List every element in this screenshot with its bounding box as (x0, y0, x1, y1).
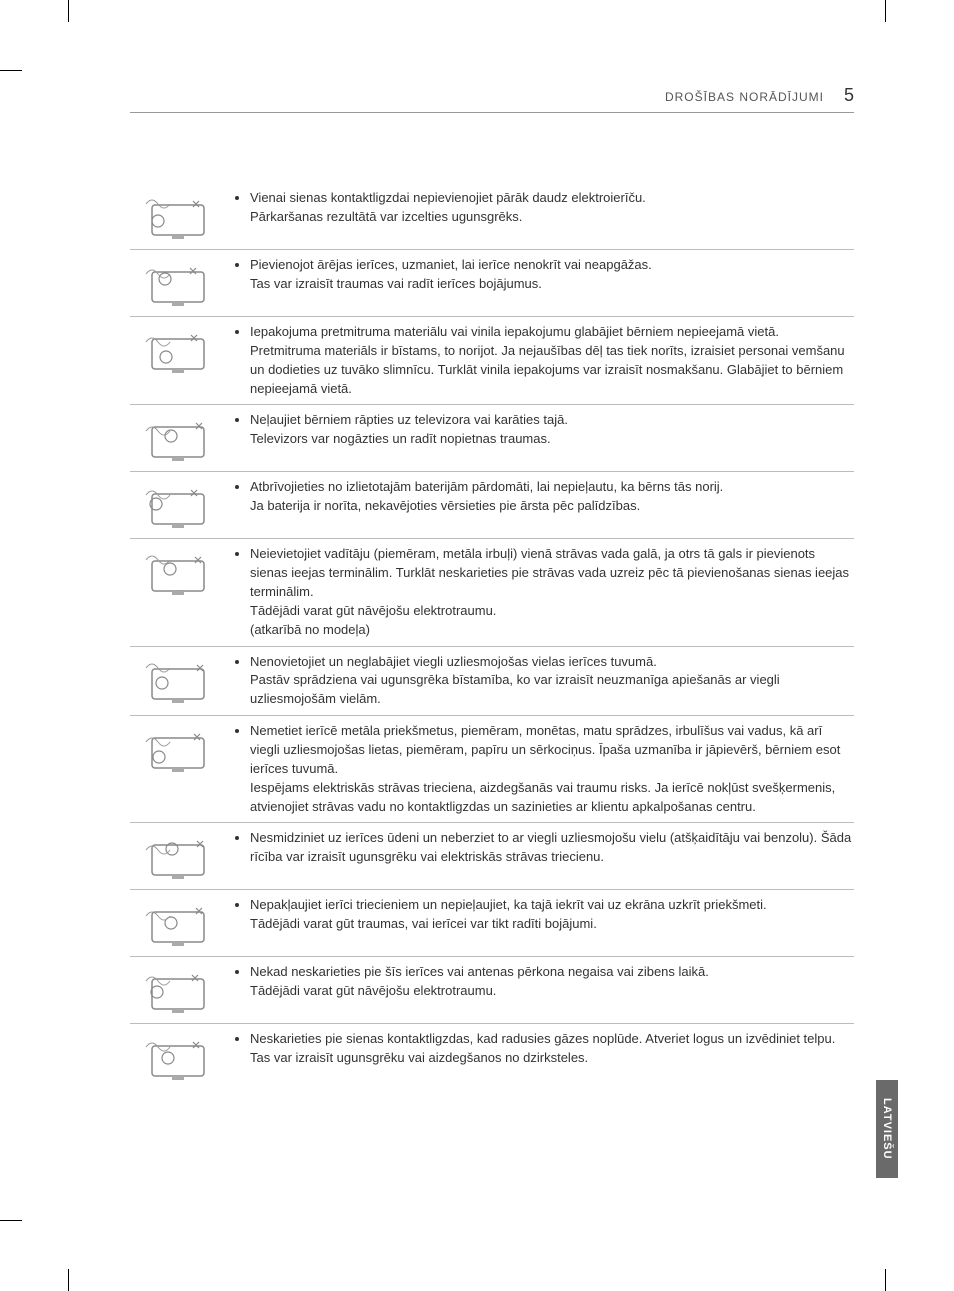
safety-item: Pievienojot ārējas ierīces, uzmaniet, la… (250, 256, 854, 294)
safety-row: Nemetiet ierīcē metāla priekšmetus, piem… (130, 716, 854, 823)
safety-row: Vienai sienas kontaktligzdai nepievienoj… (130, 183, 854, 250)
safety-text: Pievienojot ārējas ierīces, uzmaniet, la… (226, 256, 854, 310)
safety-item: Vienai sienas kontaktligzdai nepievienoj… (250, 189, 854, 227)
gas-icon (130, 1030, 226, 1084)
packaging-icon (130, 323, 226, 398)
battery-icon (130, 478, 226, 532)
safety-text: Nepakļaujiet ierīci triecieniem un nepie… (226, 896, 854, 950)
page-header: DROŠĪBAS NORĀDĪJUMI 5 (130, 85, 854, 113)
safety-item: Atbrīvojieties no izlietotajām baterijām… (250, 478, 854, 516)
safety-item: Neskarieties pie sienas kontaktligzdas, … (250, 1030, 854, 1068)
safety-row: Nepakļaujiet ierīci triecieniem un nepie… (130, 890, 854, 957)
safety-text: Iepakojuma pretmitruma materiālu vai vin… (226, 323, 854, 398)
safety-text: Atbrīvojieties no izlietotajām baterijām… (226, 478, 854, 532)
safety-text: Nekad neskarieties pie šīs ierīces vai a… (226, 963, 854, 1017)
climb-tv-icon (130, 411, 226, 465)
plug-overload-icon (130, 189, 226, 243)
safety-text: Vienai sienas kontaktligzdai nepievienoj… (226, 189, 854, 243)
impact-icon (130, 896, 226, 950)
safety-item: Nesmidziniet uz ierīces ūdeni un neberzi… (250, 829, 854, 867)
safety-item: Neievietojiet vadītāju (piemēram, metāla… (250, 545, 854, 639)
conductor-icon (130, 545, 226, 639)
safety-text: Neievietojiet vadītāju (piemēram, metāla… (226, 545, 854, 639)
safety-row: Iepakojuma pretmitruma materiālu vai vin… (130, 317, 854, 405)
safety-row: Nenovietojiet un neglabājiet viegli uzli… (130, 647, 854, 717)
lightning-icon (130, 963, 226, 1017)
safety-item: Iepakojuma pretmitruma materiālu vai vin… (250, 323, 854, 398)
safety-rows: Vienai sienas kontaktligzdai nepievienoj… (130, 183, 854, 1090)
tv-falling-icon (130, 256, 226, 310)
safety-item: Neļaujiet bērniem rāpties uz televizora … (250, 411, 854, 449)
safety-row: Neskarieties pie sienas kontaktligzdas, … (130, 1024, 854, 1090)
safety-item: Nemetiet ierīcē metāla priekšmetus, piem… (250, 722, 854, 816)
safety-text: Nemetiet ierīcē metāla priekšmetus, piem… (226, 722, 854, 816)
safety-row: Neļaujiet bērniem rāpties uz televizora … (130, 405, 854, 472)
safety-row: Nekad neskarieties pie šīs ierīces vai a… (130, 957, 854, 1024)
safety-text: Neskarieties pie sienas kontaktligzdas, … (226, 1030, 854, 1084)
spray-icon (130, 829, 226, 883)
safety-text: Neļaujiet bērniem rāpties uz televizora … (226, 411, 854, 465)
safety-row: Neievietojiet vadītāju (piemēram, metāla… (130, 539, 854, 646)
objects-in-icon (130, 722, 226, 816)
page-number: 5 (844, 85, 854, 106)
safety-text: Nesmidziniet uz ierīces ūdeni un neberzi… (226, 829, 854, 883)
flammable-icon (130, 653, 226, 710)
safety-row: Atbrīvojieties no izlietotajām baterijām… (130, 472, 854, 539)
header-title: DROŠĪBAS NORĀDĪJUMI (665, 90, 824, 104)
safety-item: Nepakļaujiet ierīci triecieniem un nepie… (250, 896, 854, 934)
safety-text: Nenovietojiet un neglabājiet viegli uzli… (226, 653, 854, 710)
safety-item: Nekad neskarieties pie šīs ierīces vai a… (250, 963, 854, 1001)
language-tab: LATVIEŠU (876, 1080, 898, 1178)
safety-item: Nenovietojiet un neglabājiet viegli uzli… (250, 653, 854, 710)
safety-row: Nesmidziniet uz ierīces ūdeni un neberzi… (130, 823, 854, 890)
safety-row: Pievienojot ārējas ierīces, uzmaniet, la… (130, 250, 854, 317)
